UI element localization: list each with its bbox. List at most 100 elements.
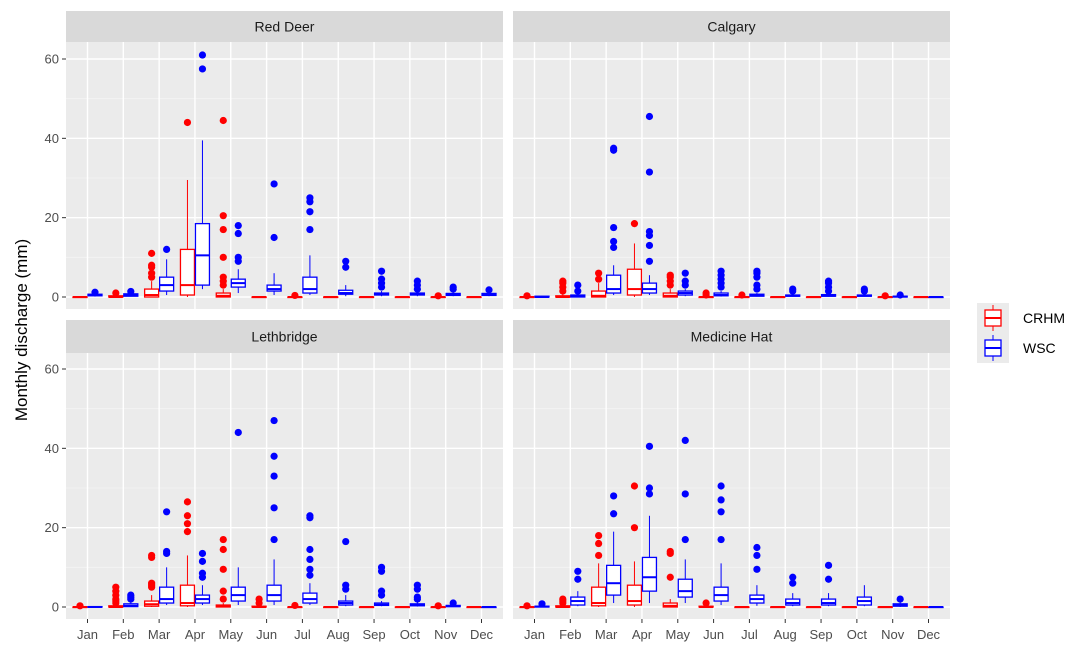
outlier-point bbox=[234, 428, 242, 437]
outlier-point bbox=[702, 599, 710, 607]
plot-background bbox=[513, 353, 950, 619]
outlier-point bbox=[595, 275, 603, 283]
box-sep bbox=[820, 561, 837, 607]
box-jan bbox=[519, 602, 535, 610]
box-sep bbox=[820, 277, 837, 297]
outlier-point bbox=[413, 277, 421, 285]
series-crhm bbox=[519, 482, 929, 610]
x-tick-label: Sep bbox=[362, 627, 385, 642]
outlier-point bbox=[219, 535, 227, 544]
box-dec bbox=[466, 606, 482, 609]
outlier-point bbox=[198, 65, 207, 73]
outlier-point bbox=[342, 263, 350, 271]
legend: CRHM WSC bbox=[977, 303, 1065, 363]
x-tick-label: Aug bbox=[774, 627, 797, 642]
outlier-point bbox=[645, 168, 654, 176]
outlier-point bbox=[270, 472, 278, 480]
legend-label: CRHM bbox=[1023, 310, 1065, 326]
outlier-point bbox=[753, 267, 761, 275]
x-tick-label: Dec bbox=[470, 627, 494, 642]
box-jun bbox=[251, 296, 267, 299]
box-jun bbox=[266, 416, 282, 606]
panel-title: Calgary bbox=[707, 19, 755, 35]
series-crhm bbox=[72, 498, 482, 610]
outlier-point bbox=[377, 563, 386, 571]
outlier-point bbox=[219, 587, 227, 595]
box-nov bbox=[430, 292, 446, 300]
box-feb bbox=[123, 287, 139, 297]
outlier-point bbox=[610, 144, 618, 152]
outlier-point bbox=[342, 257, 350, 265]
y-axis-title: Monthly discharge (mm) bbox=[12, 239, 31, 421]
panels: Red Deer 0 20 40 60 Calgary Lethbridge 0 20 40 60 J… bbox=[45, 11, 950, 642]
box-sep bbox=[373, 563, 390, 607]
legend-label: WSC bbox=[1023, 340, 1056, 356]
outlier-point bbox=[645, 490, 654, 498]
outlier-point bbox=[717, 535, 725, 544]
outlier-point bbox=[574, 575, 582, 583]
x-tick-label: Feb bbox=[112, 627, 134, 642]
outlier-point bbox=[896, 291, 904, 299]
box-nov bbox=[892, 291, 908, 299]
outlier-point bbox=[824, 277, 833, 285]
outlier-point bbox=[342, 537, 350, 546]
outlier-point bbox=[824, 561, 833, 569]
box-apr bbox=[194, 51, 211, 290]
box bbox=[677, 578, 693, 598]
outlier-point bbox=[434, 292, 442, 300]
box-mar bbox=[590, 269, 607, 298]
box-mar bbox=[590, 532, 607, 607]
box-jan bbox=[519, 292, 535, 300]
outlier-point bbox=[574, 287, 582, 295]
outlier-point bbox=[377, 267, 386, 275]
outlier-point bbox=[789, 573, 797, 581]
outlier-point bbox=[148, 249, 156, 257]
box-feb bbox=[570, 281, 586, 298]
panel-strip bbox=[513, 11, 950, 42]
outlier-point bbox=[198, 557, 207, 565]
box-apr bbox=[194, 549, 211, 606]
box-nov bbox=[877, 606, 893, 609]
box bbox=[605, 564, 622, 596]
outlier-point bbox=[630, 482, 639, 490]
outlier-point bbox=[306, 545, 314, 554]
outlier-point bbox=[753, 551, 761, 560]
box-apr bbox=[626, 220, 643, 297]
y-tick-label: 20 bbox=[45, 520, 59, 535]
outlier-point bbox=[270, 452, 278, 460]
box bbox=[143, 288, 160, 298]
box-dec bbox=[928, 296, 944, 299]
box-aug bbox=[323, 606, 339, 609]
panel-calgary: Calgary bbox=[513, 11, 950, 309]
outlier-point bbox=[681, 535, 689, 544]
y-tick-label: 60 bbox=[45, 52, 59, 67]
outlier-point bbox=[127, 287, 135, 296]
box-apr bbox=[641, 112, 658, 296]
outlier-point bbox=[610, 492, 618, 500]
outlier-point bbox=[183, 512, 192, 520]
box-dec bbox=[466, 296, 482, 299]
panel-strip bbox=[66, 11, 503, 42]
box bbox=[266, 584, 282, 602]
x-tick-label: Aug bbox=[327, 627, 350, 642]
outlier-point bbox=[753, 565, 761, 573]
outlier-point bbox=[413, 581, 421, 589]
outlier-point bbox=[270, 504, 278, 512]
outlier-point bbox=[645, 257, 654, 265]
box-dec bbox=[913, 296, 929, 299]
x-tick-label: Apr bbox=[185, 627, 206, 642]
box-may bbox=[662, 271, 678, 298]
outlier-point bbox=[291, 601, 299, 610]
box-may bbox=[215, 535, 231, 608]
outlier-point bbox=[306, 571, 314, 579]
box-nov bbox=[445, 283, 461, 297]
box-dec bbox=[481, 286, 497, 297]
box-may bbox=[230, 222, 246, 294]
box-oct bbox=[409, 581, 426, 607]
box-jan bbox=[87, 288, 103, 297]
outlier-point bbox=[219, 545, 227, 554]
box-mar bbox=[605, 492, 622, 604]
legend-entry-crhm: CRHM bbox=[977, 303, 1065, 333]
box-sep bbox=[358, 296, 375, 299]
outlier-point bbox=[824, 575, 833, 583]
